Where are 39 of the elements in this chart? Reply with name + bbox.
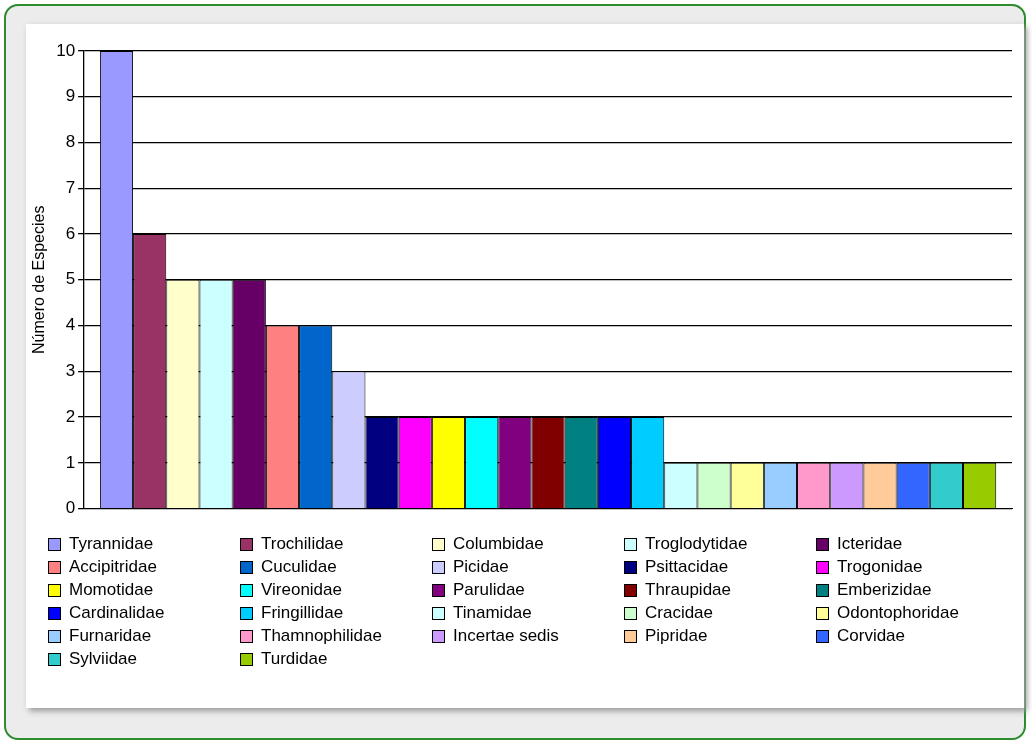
y-tick-label: 4 (65, 315, 76, 335)
legend-label: Parulidae (453, 580, 525, 600)
legend-label: Trogonidae (837, 557, 923, 577)
legend-label: Icteridae (837, 534, 903, 554)
legend-label: Psittacidae (645, 557, 729, 577)
y-tick-label: 7 (65, 177, 76, 197)
y-tick-label: 5 (65, 269, 76, 289)
legend-label: Odontophoridae (837, 603, 959, 623)
y-tick-label: 2 (65, 406, 76, 426)
legend-label: Trochilidae (261, 534, 344, 554)
legend-label: Fringillidae (261, 603, 344, 623)
y-tick-label: 6 (65, 223, 76, 243)
legend-label: Cardinalidae (69, 603, 165, 623)
legend-label: Tyrannidae (69, 534, 154, 554)
legend-label: Picidae (453, 557, 509, 577)
y-tick-label: 9 (65, 86, 76, 106)
legend-label: Momotidae (69, 580, 154, 600)
y-tick-label: 10 (56, 40, 76, 60)
legend-label: Thamnophilidae (261, 626, 382, 646)
legend-label: Cracidae (645, 603, 714, 623)
legend-label: Columbidae (453, 534, 544, 554)
y-tick-label: 8 (65, 132, 76, 152)
legend-label: Cuculidae (261, 557, 337, 577)
legend-label: Thraupidae (645, 580, 732, 600)
legend-label: Incertae sedis (453, 626, 559, 646)
legend-label: Pipridae (645, 626, 708, 646)
legend-label: Vireonidae (261, 580, 342, 600)
legend-label: Furnaridae (69, 626, 152, 646)
legend-label: Accipitridae (69, 557, 157, 577)
legend-label: Sylviidae (69, 649, 138, 669)
y-tick-label: 3 (65, 361, 76, 381)
legend-label: Emberizidae (837, 580, 932, 600)
legend-label: Corvidae (837, 626, 906, 646)
legend-label: Troglodytidae (645, 534, 748, 554)
y-axis-title: Número de Especies (30, 205, 48, 355)
y-tick-label: 0 (65, 498, 76, 518)
legend-label: Turdidae (261, 649, 328, 669)
legend-label: Tinamidae (453, 603, 532, 623)
y-tick-label: 1 (65, 452, 76, 472)
